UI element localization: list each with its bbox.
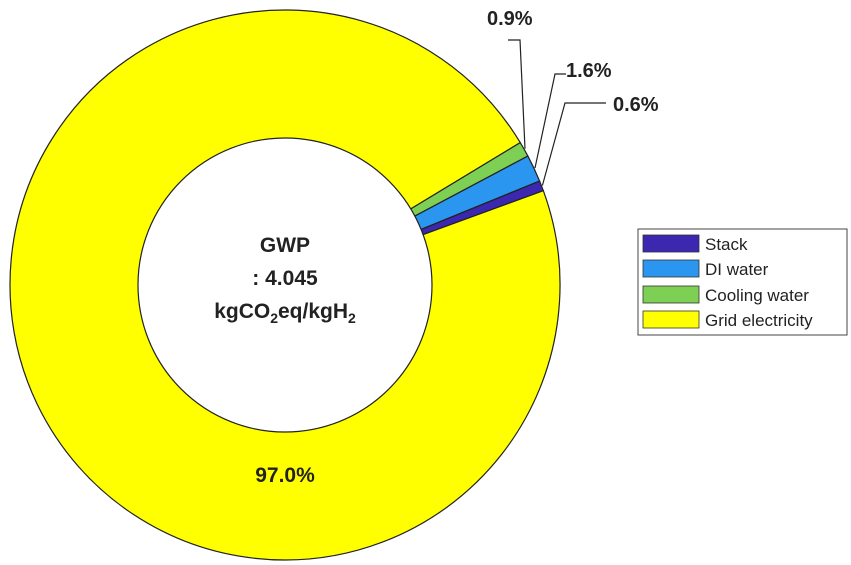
center-label-line-3-mid: eq/kgH bbox=[278, 300, 348, 323]
center-label-line-1: GWP bbox=[260, 234, 310, 257]
center-label-line-3: kgCO2eq/kgH2 bbox=[214, 300, 356, 326]
leader-lines bbox=[508, 39, 606, 186]
data-label-grid-electricity: 97.0% bbox=[255, 464, 315, 487]
legend-swatch-stack bbox=[642, 234, 700, 253]
center-label-line-3-sub-1: 2 bbox=[270, 310, 278, 326]
legend-label-stack: Stack bbox=[705, 235, 748, 254]
data-label-stack: 0.6% bbox=[613, 94, 659, 116]
legend-swatch-di-water bbox=[642, 259, 700, 278]
legend-swatch-grid-electricity bbox=[642, 310, 700, 329]
leader-line-di-water bbox=[534, 73, 566, 169]
data-label-cooling-water: 0.9% bbox=[487, 8, 533, 30]
legend-label-di-water: DI water bbox=[705, 260, 769, 279]
data-label-di-water: 1.6% bbox=[566, 60, 612, 82]
legend-label-cooling-water: Cooling water bbox=[705, 286, 809, 305]
center-label-line-3-sub-2: 2 bbox=[348, 310, 356, 326]
legend: Stack DI water Cooling water Grid electr… bbox=[637, 228, 848, 336]
center-label: GWP : 4.045 kgCO2eq/kgH2 bbox=[214, 234, 356, 326]
center-label-line-3-prefix: kgCO bbox=[214, 300, 270, 323]
legend-label-grid-electricity: Grid electricity bbox=[705, 311, 813, 330]
donut-hole bbox=[137, 137, 433, 433]
legend-swatch-cooling-water bbox=[642, 285, 700, 304]
leader-line-cooling-water bbox=[508, 39, 526, 149]
center-label-line-2: : 4.045 bbox=[252, 267, 318, 290]
leader-line-stack bbox=[541, 102, 606, 186]
